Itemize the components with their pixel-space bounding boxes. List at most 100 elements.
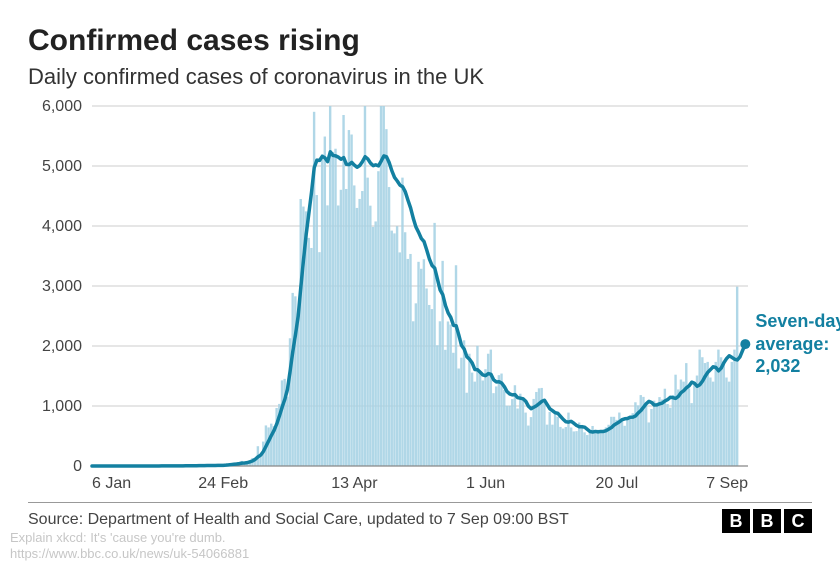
- daily-bar: [337, 205, 339, 466]
- daily-bar: [385, 129, 387, 466]
- chart-title: Confirmed cases rising: [28, 24, 812, 58]
- daily-bar: [350, 135, 352, 467]
- daily-bar: [417, 262, 419, 466]
- daily-bar: [698, 350, 700, 466]
- daily-bar: [712, 382, 714, 466]
- daily-bar: [324, 137, 326, 466]
- daily-bar: [372, 227, 374, 466]
- daily-bar: [538, 388, 540, 466]
- daily-bar: [653, 401, 655, 466]
- daily-bar: [583, 432, 585, 466]
- annotation-line1: Seven-day: [755, 310, 840, 333]
- daily-bar: [645, 405, 647, 466]
- daily-bar: [409, 254, 411, 466]
- daily-bar: [605, 427, 607, 466]
- daily-bar: [326, 205, 328, 466]
- daily-bar: [581, 425, 583, 466]
- daily-bar: [447, 321, 449, 466]
- daily-bar: [669, 408, 671, 466]
- daily-bar: [634, 402, 636, 466]
- daily-bar: [586, 435, 588, 466]
- daily-bar: [623, 426, 625, 466]
- y-tick-label: 1,000: [42, 398, 82, 415]
- daily-bar: [259, 457, 261, 466]
- line-end-marker: [740, 339, 750, 349]
- daily-bar: [308, 238, 310, 466]
- daily-bar: [661, 400, 663, 466]
- daily-bar: [610, 417, 612, 466]
- daily-bar: [321, 154, 323, 466]
- daily-bar: [682, 382, 684, 466]
- daily-bar: [399, 252, 401, 466]
- daily-bar: [436, 345, 438, 466]
- daily-bar: [498, 375, 500, 466]
- daily-bar: [479, 372, 481, 466]
- daily-bar: [412, 321, 414, 466]
- daily-bar: [433, 223, 435, 466]
- daily-bar: [707, 362, 709, 466]
- daily-bar: [396, 226, 398, 466]
- daily-bar: [415, 303, 417, 466]
- daily-bar: [527, 426, 529, 466]
- bbc-logo-block-3: C: [784, 509, 812, 533]
- chart-svg: 01,0002,0003,0004,0005,0006,0006 Jan24 F…: [28, 100, 812, 500]
- daily-bar: [452, 353, 454, 466]
- daily-bar: [731, 362, 733, 466]
- daily-bar: [656, 403, 658, 466]
- daily-bar: [361, 191, 363, 466]
- y-tick-label: 6,000: [42, 100, 82, 115]
- daily-bar: [688, 388, 690, 466]
- daily-bar: [286, 397, 288, 466]
- daily-bar: [449, 325, 451, 466]
- daily-bar: [701, 357, 703, 466]
- daily-bar: [674, 375, 676, 466]
- daily-bar: [401, 178, 403, 466]
- daily-bar: [723, 363, 725, 466]
- daily-bar: [377, 171, 379, 466]
- daily-bar: [503, 390, 505, 466]
- daily-bar: [466, 393, 468, 466]
- y-tick-label: 3,000: [42, 278, 82, 295]
- daily-bar: [554, 413, 556, 466]
- chart-footer: Source: Department of Health and Social …: [28, 502, 812, 551]
- daily-bar: [342, 115, 344, 466]
- daily-bar: [530, 417, 532, 466]
- daily-bar: [332, 152, 334, 466]
- daily-bar: [468, 354, 470, 466]
- chart-plot-area: 01,0002,0003,0004,0005,0006,0006 Jan24 F…: [28, 100, 812, 500]
- daily-bar: [439, 321, 441, 466]
- daily-bar: [728, 382, 730, 466]
- daily-bar: [602, 430, 604, 466]
- daily-bar: [559, 427, 561, 466]
- chart-subtitle: Daily confirmed cases of coronavirus in …: [28, 64, 812, 90]
- daily-bar: [597, 430, 599, 466]
- x-tick-label: 1 Jun: [466, 475, 505, 492]
- daily-bar: [281, 380, 283, 466]
- daily-bar: [557, 417, 559, 466]
- daily-bar: [725, 378, 727, 467]
- daily-bar: [484, 369, 486, 466]
- daily-bar: [543, 403, 545, 466]
- daily-bar: [696, 376, 698, 466]
- daily-bar: [267, 427, 269, 466]
- daily-bar: [599, 433, 601, 466]
- daily-bar: [487, 354, 489, 466]
- daily-bar: [428, 305, 430, 466]
- bbc-logo-block-1: B: [722, 509, 750, 533]
- daily-bar: [672, 395, 674, 466]
- daily-bar: [648, 422, 650, 466]
- daily-bar: [551, 425, 553, 466]
- daily-bar: [356, 208, 358, 466]
- daily-bar: [578, 423, 580, 467]
- daily-bar: [366, 178, 368, 466]
- daily-bar: [626, 417, 628, 466]
- daily-bar: [345, 189, 347, 466]
- daily-bar: [471, 373, 473, 466]
- daily-bar: [297, 313, 299, 466]
- daily-bar: [508, 406, 510, 466]
- line-end-annotation: Seven-day average: 2,032: [755, 310, 840, 378]
- daily-bar: [457, 369, 459, 467]
- daily-bar: [511, 399, 513, 466]
- bbc-logo-block-2: B: [753, 509, 781, 533]
- daily-bar: [474, 382, 476, 466]
